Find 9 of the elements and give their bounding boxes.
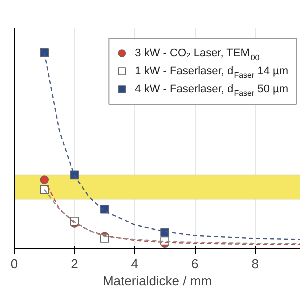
point	[160, 228, 170, 238]
point	[40, 48, 50, 58]
point	[40, 176, 50, 184]
x-tick-label: 2	[71, 256, 78, 272]
x-axis-title: Materialdicke / mm	[102, 274, 212, 288]
x-tick-label: 6	[192, 256, 199, 272]
x-tick-label: 4	[131, 256, 139, 272]
x-tick-label: 0	[10, 256, 18, 272]
x-tick-label: 8	[252, 256, 259, 272]
